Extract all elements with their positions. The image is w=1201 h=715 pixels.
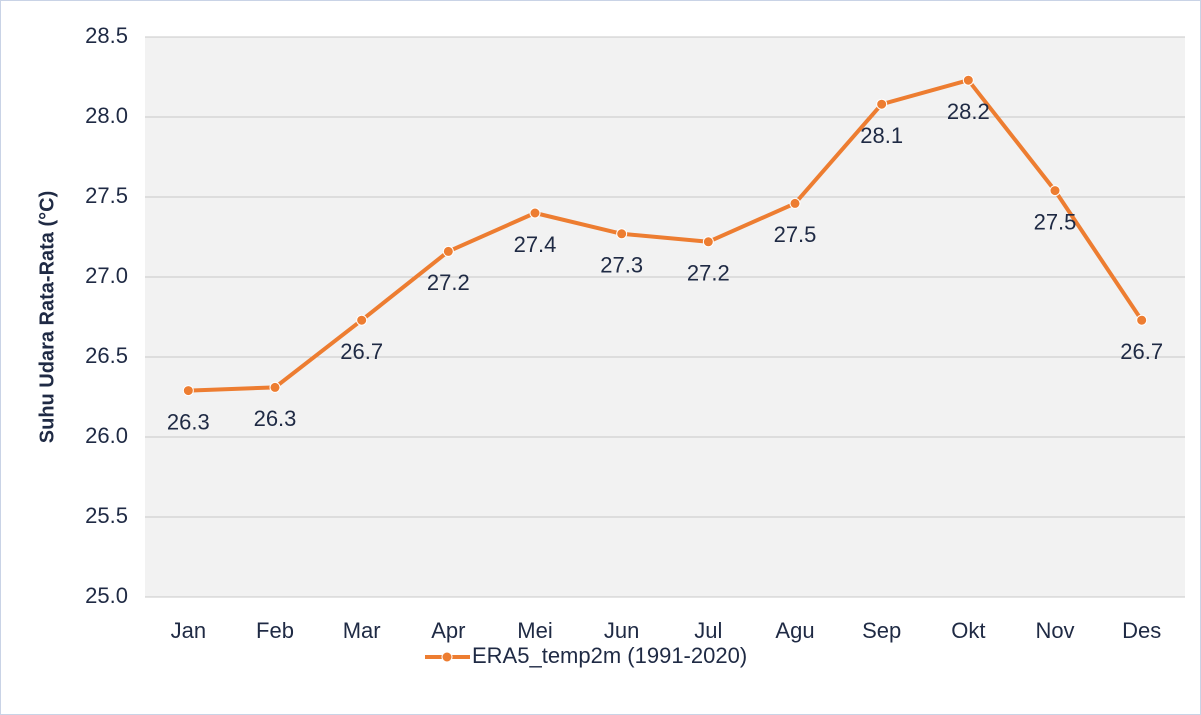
data-point bbox=[876, 98, 888, 110]
y-tick-label: 27.5 bbox=[85, 183, 128, 208]
plot-area bbox=[145, 37, 1185, 597]
x-tick-label: Nov bbox=[1035, 618, 1074, 643]
data-point bbox=[442, 245, 454, 257]
data-point bbox=[182, 385, 194, 397]
data-point bbox=[616, 228, 628, 240]
data-point bbox=[1049, 185, 1061, 197]
y-axis-label: Suhu Udara Rata-Rata (°C) bbox=[36, 191, 58, 443]
y-tick-label: 27.0 bbox=[85, 263, 128, 288]
data-point bbox=[269, 381, 281, 393]
x-tick-label: Apr bbox=[431, 618, 465, 643]
x-tick-label: Jul bbox=[694, 618, 722, 643]
x-tick-label: Feb bbox=[256, 618, 294, 643]
data-label: 27.3 bbox=[600, 253, 643, 278]
y-tick-label: 28.0 bbox=[85, 103, 128, 128]
data-label: 26.7 bbox=[1120, 339, 1163, 364]
data-label: 27.5 bbox=[774, 222, 817, 247]
data-label: 28.2 bbox=[947, 99, 990, 124]
x-tick-label: Agu bbox=[775, 618, 814, 643]
data-label: 27.5 bbox=[1034, 209, 1077, 234]
data-label: 26.7 bbox=[340, 339, 383, 364]
legend-marker bbox=[441, 651, 453, 663]
data-label: 27.2 bbox=[687, 261, 730, 286]
x-tick-label: Jan bbox=[171, 618, 206, 643]
x-tick-label: Mei bbox=[517, 618, 552, 643]
legend-label: ERA5_temp2m (1991-2020) bbox=[472, 643, 747, 668]
series-line bbox=[188, 78, 1144, 393]
data-point bbox=[962, 74, 974, 86]
data-point bbox=[789, 197, 801, 209]
y-tick-label: 26.5 bbox=[85, 343, 128, 368]
data-point bbox=[529, 207, 541, 219]
y-tick-label: 26.0 bbox=[85, 423, 128, 448]
data-label: 28.1 bbox=[860, 123, 903, 148]
x-tick-label: Jun bbox=[604, 618, 639, 643]
y-tick-label: 25.0 bbox=[85, 583, 128, 608]
data-point bbox=[1136, 314, 1148, 326]
data-label: 26.3 bbox=[167, 409, 210, 434]
x-tick-label: Sep bbox=[862, 618, 901, 643]
data-label: 26.3 bbox=[254, 406, 297, 431]
y-tick-label: 28.5 bbox=[85, 23, 128, 48]
y-tick-label: 25.5 bbox=[85, 503, 128, 528]
data-point bbox=[356, 314, 368, 326]
x-tick-label: Des bbox=[1122, 618, 1161, 643]
data-label: 27.4 bbox=[514, 232, 557, 257]
x-tick-label: Mar bbox=[343, 618, 381, 643]
data-point bbox=[702, 236, 714, 248]
x-tick-label: Okt bbox=[951, 618, 985, 643]
data-label: 27.2 bbox=[427, 270, 470, 295]
